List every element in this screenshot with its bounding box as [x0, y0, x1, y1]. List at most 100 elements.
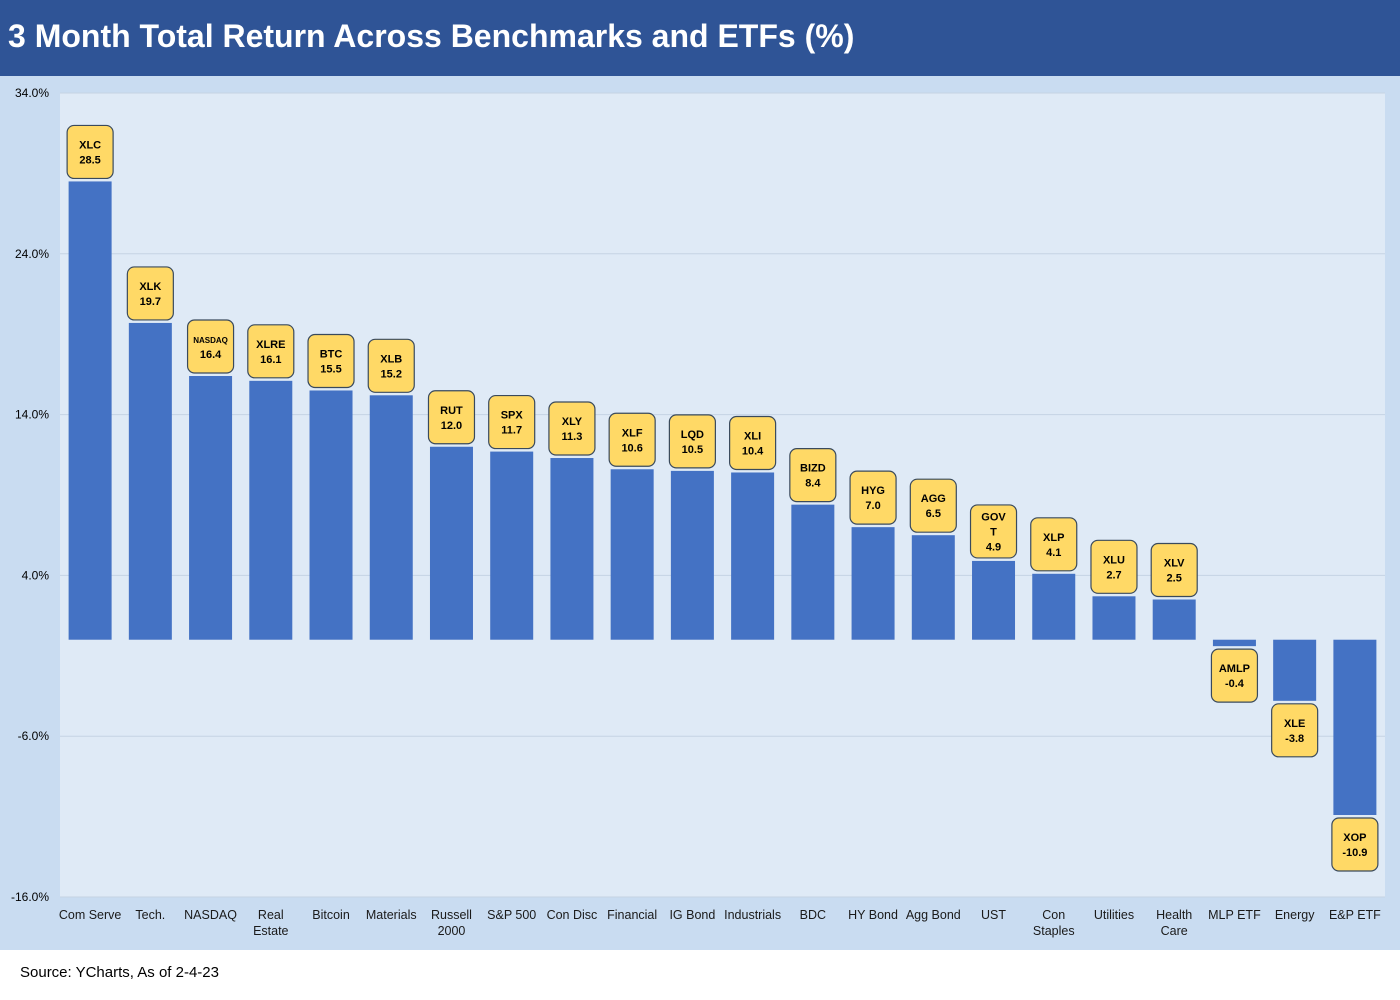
ticker-label: T	[990, 526, 997, 538]
data-label: AMLP -0.4	[1210, 648, 1259, 703]
x-tick-label: Real	[258, 908, 284, 922]
value-label: 4.1	[1046, 547, 1061, 559]
value-label: 15.2	[381, 368, 402, 380]
data-label-box	[1090, 539, 1138, 594]
data-label-box	[969, 504, 1018, 559]
data-label-box	[608, 412, 656, 467]
data-label-box	[367, 338, 415, 393]
x-tick-label: Agg Bond	[906, 908, 961, 922]
y-tick-label: 24.0%	[15, 247, 49, 261]
value-label: 11.3	[562, 431, 583, 443]
ticker-label: XLI	[744, 430, 761, 442]
value-label: 10.6	[621, 442, 642, 454]
x-tick-label: S&P 500	[487, 908, 536, 922]
data-label-box	[668, 414, 716, 469]
bar	[731, 472, 775, 640]
value-label: 6.5	[926, 508, 941, 520]
value-label: 10.5	[682, 444, 703, 456]
x-tick-label: IG Bond	[669, 908, 715, 922]
data-label: XLP 4.1	[1030, 517, 1078, 572]
data-label-box	[427, 390, 476, 445]
data-label: BTC 15.5	[307, 333, 355, 389]
data-label: BIZD 8.4	[789, 448, 837, 503]
ticker-label: XLY	[562, 416, 583, 428]
x-tick-label: Tech.	[135, 908, 165, 922]
data-label: XLB 15.2	[367, 338, 415, 393]
data-label: LQD 10.5	[668, 414, 716, 469]
bar	[68, 181, 112, 640]
value-label: 2.7	[1106, 569, 1121, 581]
ticker-label: XLC	[79, 139, 101, 151]
x-tick-label: MLP ETF	[1208, 908, 1261, 922]
x-tick-label: Health	[1156, 908, 1192, 922]
x-tick-label: HY Bond	[848, 908, 898, 922]
bar	[1032, 573, 1076, 640]
value-label: 7.0	[865, 500, 880, 512]
data-label: XLV 2.5	[1150, 542, 1198, 598]
ticker-label: SPX	[501, 410, 524, 422]
x-tick-label: E&P ETF	[1329, 908, 1381, 922]
y-tick-label: -6.0%	[18, 729, 50, 743]
ticker-label: XLRE	[256, 339, 285, 351]
x-tick-label: UST	[981, 908, 1006, 922]
ticker-label: HYG	[861, 485, 885, 497]
x-tick-label: NASDAQ	[184, 908, 237, 922]
bar	[1092, 596, 1136, 640]
ticker-label: XLE	[1284, 718, 1305, 730]
y-tick-label: 14.0%	[15, 408, 49, 422]
data-label: HYG 7.0	[849, 470, 897, 525]
data-label: XLI 10.4	[729, 415, 777, 471]
x-tick-label: Russell	[431, 908, 472, 922]
data-label: XOP -10.9	[1331, 817, 1379, 872]
bar	[189, 376, 233, 640]
x-tick-label: Energy	[1275, 908, 1315, 922]
data-label-box	[488, 394, 536, 450]
data-label-box	[186, 319, 235, 374]
value-label: 16.4	[200, 349, 222, 361]
data-label-box	[126, 266, 174, 321]
x-tick-label: Con Disc	[547, 908, 598, 922]
x-tick-label: BDC	[800, 908, 826, 922]
data-label: RUT 12.0	[427, 390, 476, 445]
ticker-label: RUT	[440, 405, 463, 417]
ticker-label: AGG	[921, 493, 946, 505]
source-note: Source: YCharts, As of 2-4-23	[20, 964, 219, 981]
ticker-label: XLU	[1103, 554, 1125, 566]
value-label: 28.5	[79, 154, 100, 166]
data-label: XLE -3.8	[1271, 703, 1319, 758]
value-label: 8.4	[805, 478, 821, 490]
data-label-box	[1150, 542, 1198, 598]
ticker-label: AMLP	[1219, 663, 1250, 675]
data-label-box	[1030, 517, 1078, 572]
bar	[670, 470, 714, 640]
x-tick-label: Materials	[366, 908, 417, 922]
data-label-box	[909, 478, 957, 533]
ticker-label: XLB	[380, 353, 402, 365]
bar	[1212, 639, 1256, 647]
data-label: SPX 11.7	[488, 394, 536, 450]
x-tick-label: Care	[1161, 924, 1188, 938]
bar	[490, 451, 534, 640]
bar	[1333, 639, 1377, 815]
value-label: 19.7	[140, 296, 161, 308]
value-label: 12.0	[441, 420, 462, 432]
bar	[851, 527, 895, 640]
chart-title: 3 Month Total Return Across Benchmarks a…	[8, 18, 855, 54]
bar	[369, 395, 413, 640]
x-tick-label: Com Serve	[59, 908, 122, 922]
bar	[610, 469, 654, 640]
x-tick-label: 2000	[438, 924, 466, 938]
data-label: XLY 11.3	[548, 401, 596, 456]
title-bar: 3 Month Total Return Across Benchmarks a…	[0, 0, 1400, 76]
bar	[1152, 599, 1196, 640]
bar	[1273, 639, 1317, 701]
x-tick-label: Industrials	[724, 908, 781, 922]
value-label: 11.7	[501, 425, 522, 437]
value-label: 2.5	[1167, 573, 1182, 585]
bar	[429, 446, 473, 640]
bar	[972, 560, 1016, 640]
x-tick-label: Con	[1042, 908, 1065, 922]
data-label-box	[729, 415, 777, 471]
ticker-label: NASDAQ	[193, 336, 228, 345]
ticker-label: LQD	[681, 429, 704, 441]
